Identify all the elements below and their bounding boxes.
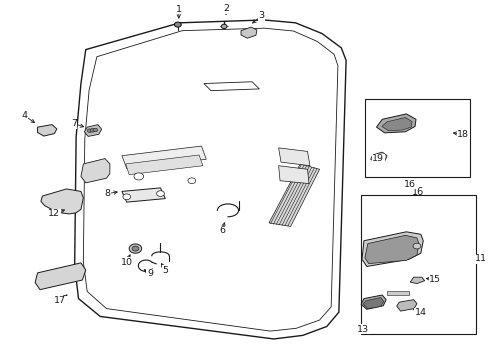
Text: 15: 15 bbox=[428, 275, 440, 284]
Text: 2: 2 bbox=[223, 4, 228, 13]
Polygon shape bbox=[376, 114, 415, 133]
Polygon shape bbox=[35, 263, 85, 290]
Circle shape bbox=[187, 178, 195, 184]
Text: 10: 10 bbox=[121, 258, 132, 267]
Circle shape bbox=[412, 243, 420, 249]
Text: 9: 9 bbox=[146, 269, 153, 278]
Bar bbox=[365, 99, 469, 177]
Text: 18: 18 bbox=[456, 130, 468, 139]
Circle shape bbox=[134, 173, 143, 180]
Text: 12: 12 bbox=[48, 210, 61, 219]
Polygon shape bbox=[278, 166, 308, 184]
Circle shape bbox=[221, 24, 226, 28]
Polygon shape bbox=[370, 152, 386, 163]
Text: 16: 16 bbox=[404, 180, 415, 189]
Circle shape bbox=[132, 246, 139, 251]
Polygon shape bbox=[381, 117, 411, 131]
Bar bbox=[360, 195, 475, 334]
Bar bbox=[386, 291, 408, 295]
Polygon shape bbox=[125, 155, 203, 175]
Polygon shape bbox=[41, 189, 83, 214]
Polygon shape bbox=[75, 20, 346, 339]
Polygon shape bbox=[396, 300, 416, 311]
Text: 14: 14 bbox=[414, 309, 426, 318]
Polygon shape bbox=[268, 164, 319, 226]
Polygon shape bbox=[203, 82, 259, 91]
Text: 17: 17 bbox=[54, 296, 66, 305]
Circle shape bbox=[87, 129, 92, 132]
Circle shape bbox=[129, 244, 142, 253]
Polygon shape bbox=[81, 158, 110, 183]
Text: 19: 19 bbox=[372, 154, 384, 163]
Text: 6: 6 bbox=[219, 226, 225, 235]
Polygon shape bbox=[122, 146, 206, 168]
Polygon shape bbox=[122, 188, 165, 202]
Polygon shape bbox=[38, 125, 57, 136]
Text: 5: 5 bbox=[162, 266, 168, 275]
Text: 16: 16 bbox=[411, 187, 423, 197]
Polygon shape bbox=[278, 148, 309, 166]
Text: 3: 3 bbox=[258, 11, 264, 20]
Text: 1: 1 bbox=[176, 5, 182, 14]
Text: 8: 8 bbox=[104, 189, 110, 198]
Circle shape bbox=[93, 128, 98, 132]
Circle shape bbox=[90, 129, 95, 132]
Text: 13: 13 bbox=[356, 325, 368, 334]
Text: 4: 4 bbox=[21, 111, 27, 120]
Text: 7: 7 bbox=[71, 119, 77, 128]
Polygon shape bbox=[364, 235, 418, 264]
Polygon shape bbox=[241, 27, 256, 38]
Polygon shape bbox=[362, 297, 383, 309]
Polygon shape bbox=[361, 232, 423, 266]
Polygon shape bbox=[409, 277, 424, 284]
Circle shape bbox=[156, 191, 164, 197]
Circle shape bbox=[376, 156, 382, 159]
Circle shape bbox=[122, 194, 130, 200]
Circle shape bbox=[174, 22, 181, 27]
Polygon shape bbox=[84, 125, 102, 136]
Text: 11: 11 bbox=[474, 254, 486, 263]
Polygon shape bbox=[360, 295, 386, 309]
